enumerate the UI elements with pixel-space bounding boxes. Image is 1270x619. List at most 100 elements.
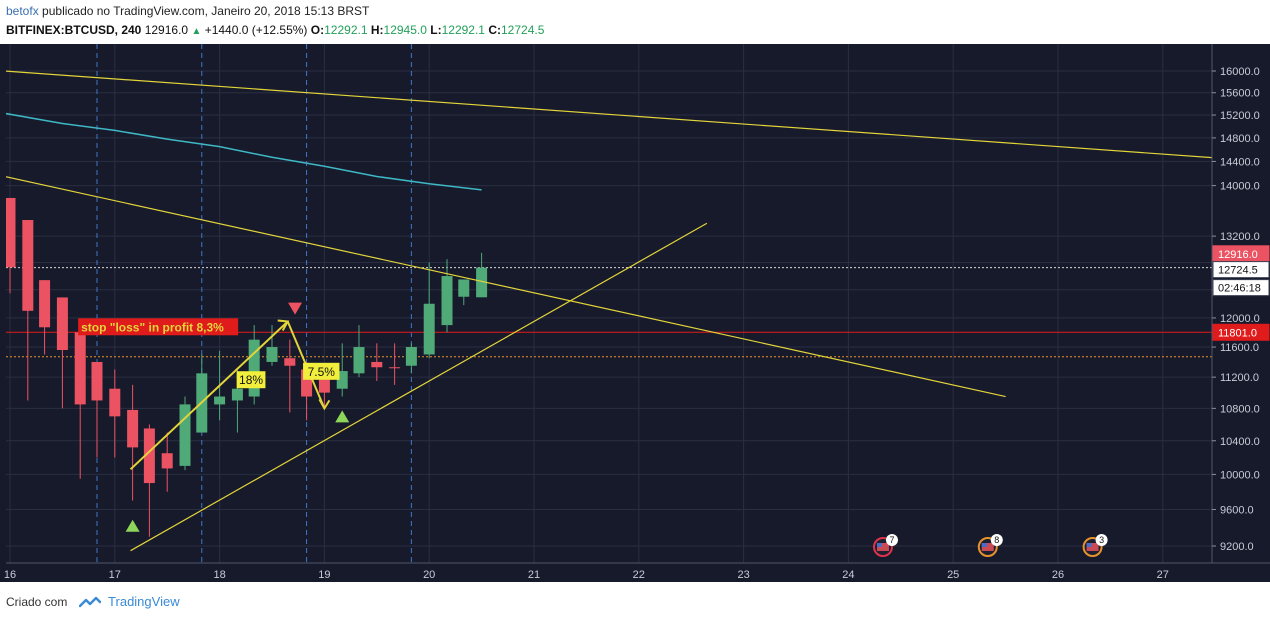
- candle: [39, 280, 51, 355]
- sell-marker-icon: [288, 302, 303, 315]
- y-tick-label: 10000.0: [1220, 469, 1260, 481]
- high-value: 12945.0: [383, 23, 427, 37]
- candle: [336, 343, 348, 397]
- y-tick-label: 10800.0: [1220, 403, 1260, 415]
- annotation-text: stop "loss" in profit 8,3%: [81, 320, 224, 334]
- x-tick-label: 19: [318, 569, 330, 581]
- close-price-tag-box: [1212, 261, 1270, 279]
- flag-icon: [1086, 543, 1099, 551]
- low-value: 12292.1: [441, 23, 485, 37]
- candle-body: [248, 339, 260, 397]
- trendline-upper-descending: [6, 70, 1212, 159]
- candle: [161, 432, 173, 492]
- x-tick-label: 17: [109, 569, 121, 581]
- candle: [476, 252, 488, 298]
- candle: [405, 343, 417, 374]
- countdown-tag: 02:46:18: [1212, 279, 1270, 297]
- candle-body: [301, 369, 313, 397]
- y-tick-label: 15600.0: [1220, 88, 1260, 100]
- flag-canton: [1086, 543, 1092, 547]
- candle-body: [389, 367, 401, 369]
- publish-header: betofx publicado no TradingView.com, Jan…: [6, 4, 369, 18]
- candle-body: [39, 280, 51, 328]
- stop-loss-annotation: stop "loss" in profit 8,3%: [78, 318, 239, 336]
- percent-annotation: 7.5%: [303, 362, 340, 380]
- up-arrow-icon: ▲: [191, 26, 202, 37]
- x-tick-label: 26: [1052, 569, 1064, 581]
- candle-body: [231, 388, 243, 401]
- price-change: +1440.0 (+12.55%): [204, 23, 308, 37]
- economic-event: 7: [872, 534, 898, 557]
- x-tick-label: 20: [423, 569, 435, 581]
- tradingview-logo-icon: [78, 596, 101, 608]
- candle-body: [143, 428, 155, 484]
- candle-body: [476, 267, 488, 298]
- close-label: C:: [488, 23, 501, 37]
- candle: [423, 262, 435, 359]
- flag-icon: [876, 543, 889, 551]
- plot-area: stop "loss" in profit 8,3% 18% 7.5% 7 8 3: [6, 44, 1212, 563]
- y-tick-label: 15200.0: [1220, 110, 1260, 122]
- low-label: L:: [430, 23, 442, 37]
- x-tick-label: 22: [633, 569, 645, 581]
- annotation-text: 18%: [239, 373, 263, 387]
- candle: [109, 369, 121, 458]
- candle: [266, 325, 278, 366]
- chart-background: [0, 44, 1270, 582]
- x-tick-label: 21: [528, 569, 540, 581]
- event-count-badge: [990, 534, 1003, 546]
- candle-body: [318, 378, 330, 393]
- tradingview-link[interactable]: TradingView: [108, 594, 180, 609]
- author-name[interactable]: betofx: [6, 4, 39, 18]
- y-tick-label: 16000.0: [1220, 66, 1260, 78]
- event-count-badge: [1095, 534, 1108, 546]
- trendline-middle-descending: [6, 176, 1006, 398]
- candle: [441, 259, 453, 333]
- trendline-ascending-support: [130, 222, 708, 552]
- annotation-box: [236, 371, 266, 389]
- countdown-tag-text: 02:46:18: [1218, 283, 1261, 295]
- annotation-text: 7.5%: [308, 365, 336, 379]
- candle-body: [405, 347, 417, 366]
- trendline-swing-up: [129, 320, 289, 471]
- candle: [22, 220, 34, 401]
- close-price-tag-text: 12724.5: [1218, 265, 1258, 277]
- candle-body: [161, 453, 173, 469]
- x-tick-label: 25: [947, 569, 959, 581]
- x-tick-label: 18: [213, 569, 225, 581]
- candle-body: [336, 371, 348, 389]
- candle: [6, 197, 16, 294]
- percent-annotation: 18%: [236, 371, 266, 389]
- price-chart[interactable]: stop "loss" in profit 8,3% 18% 7.5% 7 8 3 9200…: [0, 44, 1270, 582]
- candle-body: [284, 358, 296, 366]
- candle: [91, 361, 103, 458]
- economic-event: 8: [977, 534, 1003, 557]
- event-count: 8: [994, 535, 999, 545]
- x-tick-label: 24: [842, 569, 854, 581]
- event-count: 3: [1099, 535, 1104, 545]
- candle-body: [127, 409, 139, 448]
- current-price-tag-text: 12916.0: [1218, 249, 1258, 261]
- candle-body: [109, 388, 121, 417]
- candle-body: [179, 404, 191, 466]
- y-tick-label: 10400.0: [1220, 436, 1260, 448]
- annotation-box: [78, 318, 239, 336]
- swing-down-arrowhead: [318, 398, 331, 411]
- y-tick-label: 11600.0: [1220, 342, 1259, 354]
- candle-body: [56, 297, 68, 350]
- stop-price-tag-text: 11801.0: [1218, 327, 1257, 339]
- candle: [353, 325, 365, 378]
- candle-body: [353, 347, 365, 374]
- candle-body: [266, 347, 278, 362]
- buy-marker-icon: [125, 519, 140, 532]
- ohlc-header: BITFINEX:BTCUSD, 240 12916.0 ▲ +1440.0 (…: [6, 23, 544, 37]
- y-tick-label: 14000.0: [1220, 181, 1260, 193]
- candle-body: [22, 220, 34, 311]
- flag-icon: [981, 543, 994, 551]
- y-tick-label: 13200.0: [1220, 231, 1260, 243]
- close-value: 12724.5: [501, 23, 545, 37]
- y-tick-label: 12000.0: [1220, 313, 1260, 325]
- candle: [371, 343, 383, 381]
- candle-body: [6, 197, 16, 268]
- candle-body: [214, 396, 226, 405]
